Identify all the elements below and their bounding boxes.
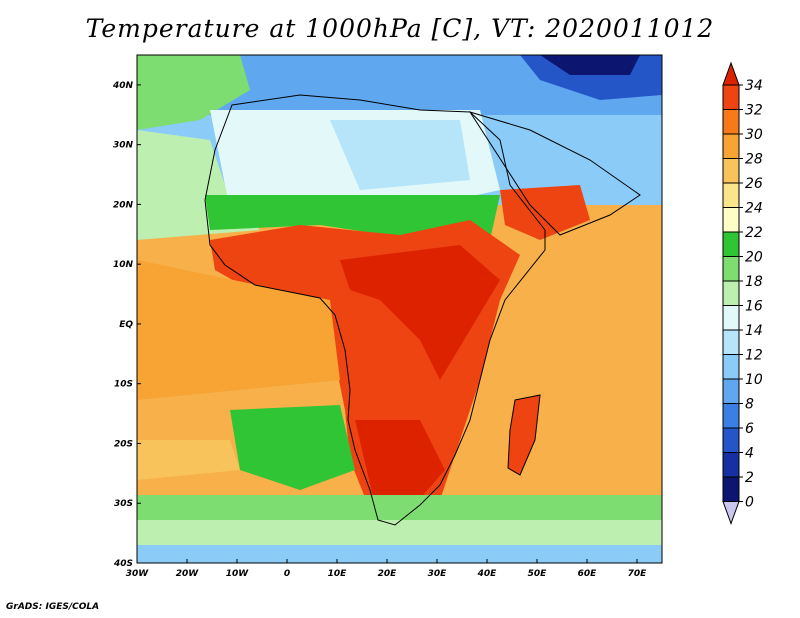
colorbar-segment bbox=[722, 452, 740, 478]
colorbar-segment bbox=[722, 403, 740, 429]
colorbar-bottom-arrow bbox=[722, 501, 740, 525]
colorbar-label: 32 bbox=[745, 103, 763, 119]
lat-tick-label: 40S bbox=[113, 559, 133, 569]
colorbar-label: 34 bbox=[745, 78, 763, 94]
colorbar-label: 10 bbox=[745, 372, 763, 388]
lon-tick-label: 20W bbox=[176, 569, 200, 579]
lat-tick-label: 20S bbox=[114, 439, 133, 449]
colorbar-segment bbox=[722, 427, 740, 453]
colorbar-segment bbox=[722, 476, 740, 502]
lon-tick-label: 10E bbox=[328, 569, 348, 579]
colorbar-segment bbox=[722, 280, 740, 306]
colorbar-label: 26 bbox=[745, 176, 763, 192]
colorbar-label: 8 bbox=[745, 397, 754, 413]
colorbar-segment bbox=[722, 182, 740, 208]
lon-tick-label: 50E bbox=[528, 569, 548, 579]
lon-tick-label: 40E bbox=[477, 569, 498, 579]
colorbar-label: 2 bbox=[745, 470, 754, 486]
temperature-field bbox=[137, 55, 662, 563]
colorbar-label: 30 bbox=[745, 127, 763, 143]
colorbar-label: 18 bbox=[745, 274, 763, 290]
map-title: Temperature at 1000hPa [C], VT: 20200110… bbox=[85, 14, 715, 43]
credit-text: GrADS: IGES/COLA bbox=[6, 602, 100, 612]
colorbar-label: 6 bbox=[745, 421, 754, 437]
colorbar-label: 16 bbox=[745, 299, 763, 315]
colorbar-segment bbox=[722, 305, 740, 331]
lon-tick-label: 70E bbox=[628, 569, 648, 579]
madagascar-coastline bbox=[507, 394, 541, 476]
lon-tick-label: 10W bbox=[226, 569, 250, 579]
colorbar-label: 0 bbox=[745, 495, 754, 511]
lat-tick-label: 30S bbox=[114, 499, 133, 509]
lon-tick-label: 60E bbox=[578, 569, 598, 579]
colorbar-label: 22 bbox=[745, 225, 763, 241]
lon-tick-label: 20E bbox=[378, 569, 398, 579]
colorbar-segment bbox=[722, 378, 740, 404]
colorbar-segment bbox=[722, 354, 740, 380]
lat-tick-label: 20N bbox=[113, 200, 134, 210]
lat-tick-label: 10N bbox=[113, 260, 134, 270]
colorbar-segment bbox=[722, 231, 740, 257]
lat-tick-label: EQ bbox=[119, 320, 133, 330]
colorbar-segment bbox=[722, 84, 740, 110]
colorbar-segment bbox=[722, 133, 740, 159]
colorbar-top-arrow bbox=[722, 61, 740, 86]
arabia-coastline bbox=[468, 111, 641, 236]
lon-tick-label: 0 bbox=[284, 569, 290, 579]
colorbar-label: 12 bbox=[745, 348, 763, 364]
colorbar-segment bbox=[722, 109, 740, 135]
africa-coastline bbox=[204, 94, 546, 526]
lat-tick-label: 40N bbox=[112, 81, 134, 91]
colorbar-label: 4 bbox=[745, 446, 754, 462]
colorbar-label: 28 bbox=[745, 152, 763, 168]
colorbar-label: 20 bbox=[745, 250, 763, 266]
colorbar-label: 24 bbox=[745, 201, 763, 217]
lon-tick-label: 30E bbox=[428, 569, 448, 579]
colorbar-label: 14 bbox=[745, 323, 763, 339]
colorbar-segment bbox=[722, 158, 740, 184]
map-frame bbox=[136, 54, 663, 564]
lon-tick-label: 30W bbox=[126, 569, 150, 579]
lat-tick-label: 10S bbox=[114, 380, 133, 390]
colorbar-segment bbox=[722, 256, 740, 282]
longitude-axis: 30W 20W 10W 0 10E 20E 30E 40E 50E 60E 70E bbox=[126, 559, 647, 579]
latitude-axis: 40N 30N 20N 10N EQ 10S 20S 30S 40S bbox=[112, 81, 141, 569]
colorbar-segment bbox=[722, 207, 740, 233]
lat-tick-label: 30N bbox=[113, 141, 134, 151]
colorbar-segment bbox=[722, 329, 740, 355]
